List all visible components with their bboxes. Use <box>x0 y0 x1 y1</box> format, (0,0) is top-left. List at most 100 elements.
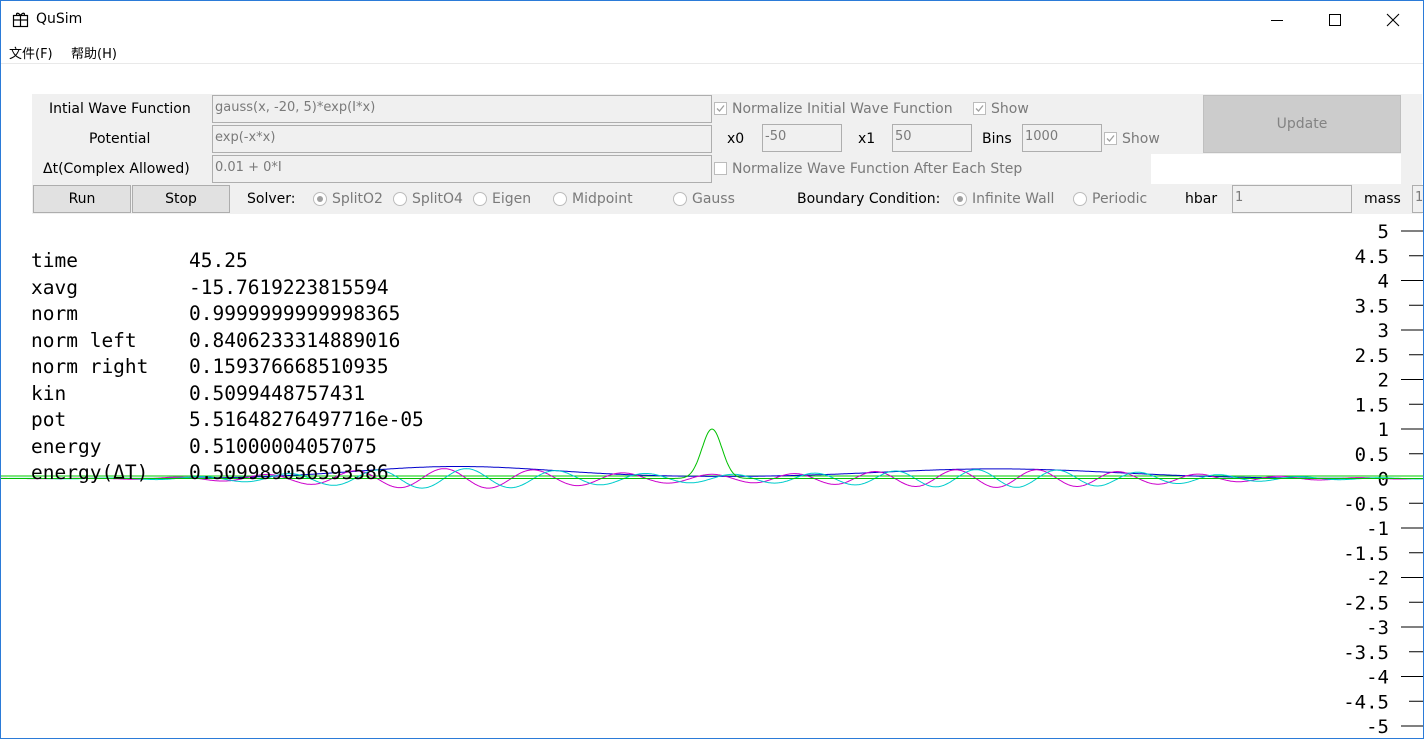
boundary-option-label: Infinite Wall <box>972 191 1055 207</box>
stat-row: norm right 0.159376668510935 <box>31 355 389 381</box>
bins-label: Bins <box>982 131 1012 147</box>
normalize-init-label: Normalize Initial Wave Function <box>732 101 953 117</box>
potential-series-line <box>1 428 1423 479</box>
solver-radio-splito4[interactable] <box>393 192 407 206</box>
show-potential-label: Show <box>1122 131 1160 147</box>
menu-bar: 文件(F) 帮助(H) <box>1 39 1423 64</box>
stat-row: energy(ΔT) 0.509989056593586 <box>31 461 389 487</box>
boundary-option-label: Periodic <box>1092 191 1148 207</box>
solver-radio-midpoint[interactable] <box>553 192 567 206</box>
maximize-icon <box>1329 14 1341 26</box>
show-wave-checkbox[interactable] <box>973 102 986 115</box>
hbar-input[interactable]: 1 <box>1232 185 1352 213</box>
normalize-each-label: Normalize Wave Function After Each Step <box>732 161 1023 177</box>
boundary-radio-infinite-wall[interactable] <box>953 192 967 206</box>
mass-input[interactable]: 1 <box>1412 185 1423 213</box>
stat-name: energy <box>31 434 102 458</box>
stat-name: time <box>31 249 78 272</box>
show-potential-checkbox[interactable] <box>1104 132 1117 145</box>
normalize-each-checkbox[interactable] <box>714 162 727 175</box>
maximize-button[interactable] <box>1306 1 1364 39</box>
hbar-label: hbar <box>1185 191 1218 207</box>
y-tick-label: 5 <box>1378 221 1389 243</box>
x1-label: x1 <box>858 131 876 147</box>
y-tick-label: -4.5 <box>1343 691 1389 713</box>
y-tick-label: 0.5 <box>1355 444 1389 466</box>
x0-label: x0 <box>727 131 745 147</box>
solver-option-label: SplitO4 <box>412 191 463 207</box>
update-button[interactable]: Update <box>1203 95 1401 153</box>
minimize-button[interactable] <box>1248 1 1306 39</box>
stat-value: 45.25 <box>189 249 248 272</box>
dt-input[interactable]: 0.01 + 0*I <box>212 155 712 183</box>
stat-row: pot 5.51648276497716e-05 <box>31 408 424 434</box>
check-icon <box>1106 135 1115 142</box>
x0-input[interactable]: -50 <box>762 124 842 152</box>
dt-label: Δt(Complex Allowed) <box>43 161 190 177</box>
normalize-init-checkbox[interactable] <box>714 102 727 115</box>
y-tick-label: 2.5 <box>1355 345 1389 367</box>
stat-value: 5.51648276497716e-05 <box>189 408 424 431</box>
stat-row: norm 0.9999999999998365 <box>31 302 400 328</box>
solver-option-label: SplitO2 <box>332 191 383 207</box>
stat-name: norm <box>31 302 78 325</box>
stat-value: 0.8406233314889016 <box>189 328 401 352</box>
y-tick-label: 1 <box>1378 419 1389 441</box>
y-tick-label: -4 <box>1366 667 1389 689</box>
real-series-line <box>1 468 1423 489</box>
potential-input[interactable]: exp(-x*x) <box>212 125 712 153</box>
y-tick-label: 1.5 <box>1355 394 1389 416</box>
y-tick-label: 4.5 <box>1355 246 1389 268</box>
check-icon <box>975 105 984 112</box>
x1-input[interactable]: 50 <box>892 124 972 152</box>
close-icon <box>1386 13 1400 27</box>
stat-row: energy 0.51000004057075 <box>31 434 377 461</box>
app-icon <box>12 12 29 28</box>
y-tick-label: -0.5 <box>1343 493 1389 515</box>
window-title: QuSim <box>36 11 83 27</box>
panel-gap <box>1151 154 1401 184</box>
menu-help[interactable]: 帮助(H) <box>71 47 117 62</box>
solver-option-label: Eigen <box>492 191 532 207</box>
stat-value: 0.51000004057075 <box>189 434 377 458</box>
stat-name: kin <box>31 381 67 405</box>
y-tick-label: -2 <box>1366 568 1389 590</box>
show-wave-label: Show <box>991 101 1029 117</box>
boundary-radio-periodic[interactable] <box>1073 192 1087 206</box>
bins-input[interactable]: 1000 <box>1022 124 1102 152</box>
y-tick-label: -3.5 <box>1343 642 1389 664</box>
y-tick-label: 3.5 <box>1355 295 1389 317</box>
stat-value: 0.9999999999998365 <box>189 302 401 325</box>
stat-name: energy(ΔT) <box>31 461 149 484</box>
solver-radio-gauss[interactable] <box>673 192 687 206</box>
run-button[interactable]: Run <box>33 185 131 213</box>
menu-file[interactable]: 文件(F) <box>9 47 53 62</box>
solver-option-label: Gauss <box>692 191 735 207</box>
stat-row: xavg -15.7619223815594 <box>31 275 389 302</box>
stat-row: time 45.25 <box>31 249 248 275</box>
y-tick-label: 4 <box>1378 271 1389 293</box>
y-tick-label: -5 <box>1366 716 1389 738</box>
stat-name: xavg <box>31 275 78 299</box>
check-icon <box>716 105 725 112</box>
y-tick-label: -1 <box>1366 518 1389 540</box>
mass-label: mass <box>1364 191 1401 207</box>
stat-name: norm left <box>31 328 137 352</box>
init-wave-label: Intial Wave Function <box>49 101 191 117</box>
y-tick-label: -3 <box>1366 617 1389 639</box>
solver-radio-splito2[interactable] <box>313 192 327 206</box>
stat-name: pot <box>31 408 67 431</box>
stop-button[interactable]: Stop <box>132 185 230 213</box>
potential-label: Potential <box>89 131 151 147</box>
solver-option-label: Midpoint <box>572 191 633 207</box>
wave-plot: 5 4.5 43.5 3 2.5 21.5 1 0.5 0-0.5 -1 -1.5 -2-2.5 -3 -… <box>1 221 1423 738</box>
y-tick-label: 0 <box>1378 469 1389 491</box>
boundary-label: Boundary Condition: <box>797 191 941 207</box>
y-tick-label: -1.5 <box>1343 543 1389 565</box>
solver-radio-eigen[interactable] <box>473 192 487 206</box>
init-wave-input[interactable]: gauss(x, -20, 5)*exp(I*x) <box>212 95 712 123</box>
y-tick-label: 3 <box>1378 320 1389 342</box>
close-button[interactable] <box>1364 1 1422 39</box>
title-bar: QuSim <box>1 1 1423 39</box>
